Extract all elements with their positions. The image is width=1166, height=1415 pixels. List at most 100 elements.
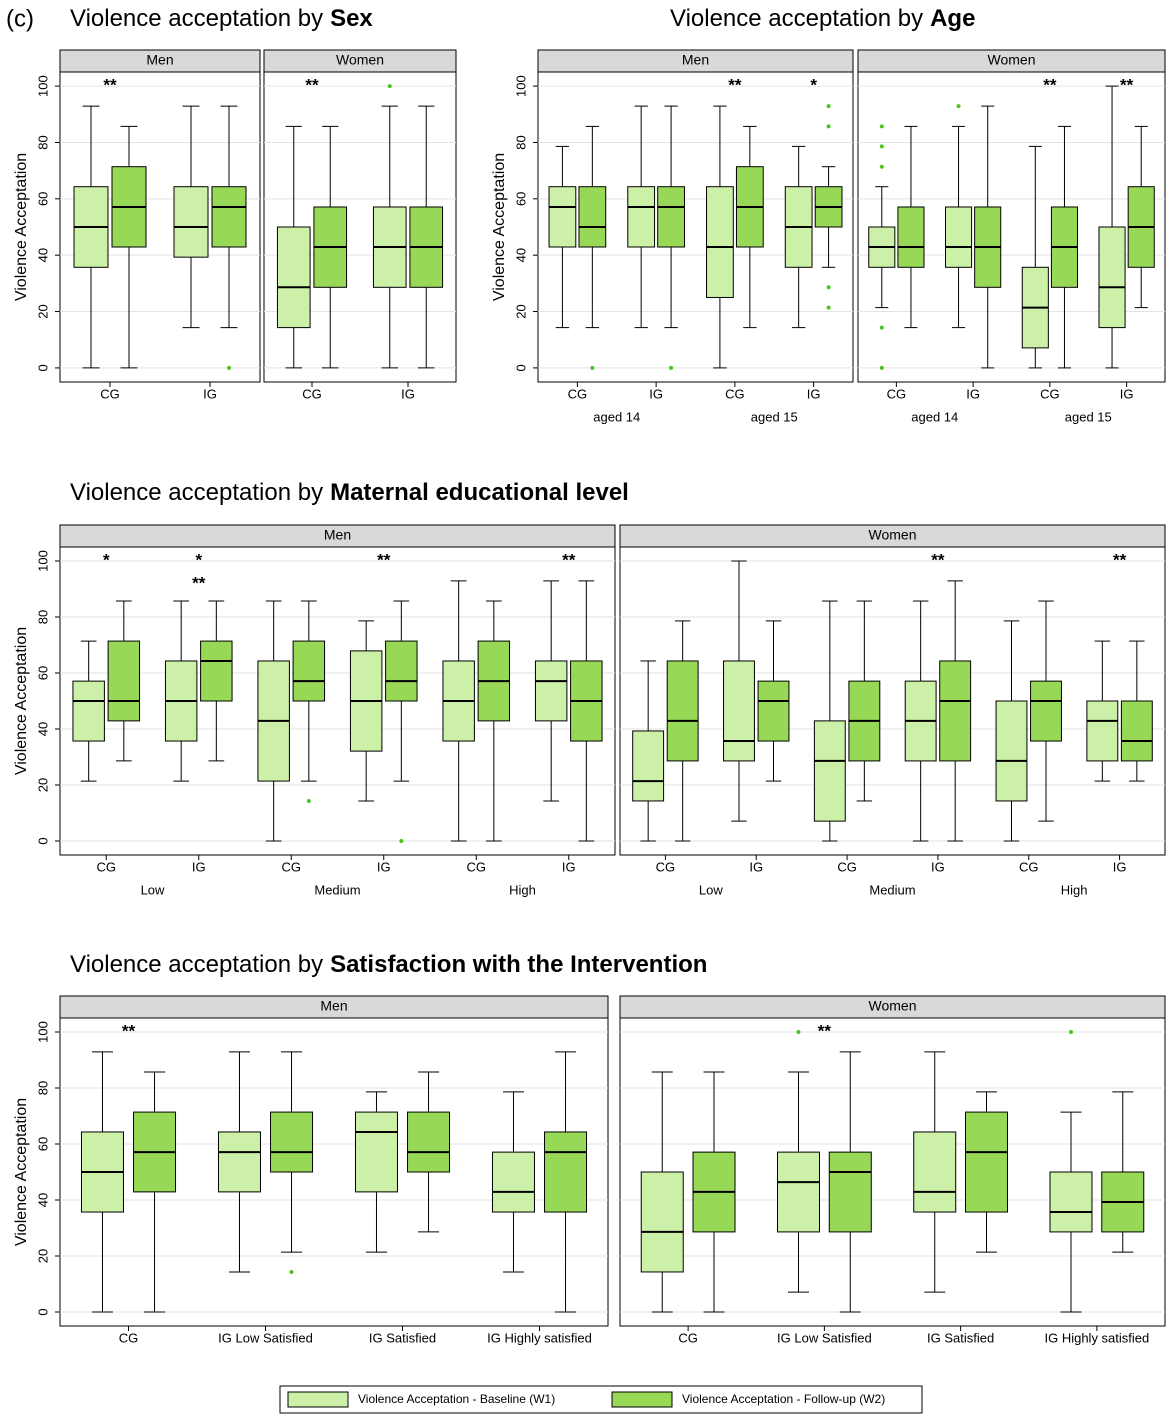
x-tick-label: IG <box>401 386 415 401</box>
box <box>828 1151 872 1233</box>
x-tick-label: IG Low Satisfied <box>777 1330 872 1345</box>
x-tick-label: CG <box>100 386 120 401</box>
plot-frame <box>619 546 1166 856</box>
x-tick-label: IG Satisfied <box>927 1330 994 1345</box>
group-label: aged 14 <box>911 409 958 424</box>
outlier <box>826 124 831 129</box>
y-tick-label: 80 <box>35 610 50 624</box>
chart-title: Violence acceptation by Satisfaction with… <box>70 951 707 978</box>
strip-label: Men <box>146 52 173 68</box>
strip-label: Men <box>324 527 351 543</box>
group-label: High <box>509 882 536 897</box>
legend-swatch <box>287 1391 349 1408</box>
group-label: aged 14 <box>593 409 640 424</box>
significance: ** <box>728 75 742 94</box>
group-label: Low <box>141 882 165 897</box>
chart-title: Violence acceptation by Sex <box>70 5 373 32</box>
box <box>1086 700 1119 762</box>
title-text: Violence acceptation by <box>70 479 323 506</box>
box <box>217 1131 261 1193</box>
box <box>107 640 141 722</box>
box <box>995 700 1028 802</box>
y-tick-label: 60 <box>35 192 50 206</box>
x-tick-label: CG <box>1019 859 1039 874</box>
x-tick-label: CG <box>678 1330 698 1345</box>
x-tick-label: IG <box>192 859 206 874</box>
x-tick-label: IG <box>1113 859 1127 874</box>
box <box>548 186 577 248</box>
panel-label: (c) <box>6 5 34 32</box>
y-tick-label: 20 <box>35 304 50 318</box>
x-tick-label: IG <box>1120 386 1134 401</box>
title-emphasis: Sex <box>330 5 373 32</box>
x-tick-label: CG <box>97 859 117 874</box>
legend-label: Violence Acceptation - Baseline (W1) <box>358 1392 555 1406</box>
box <box>292 640 326 702</box>
outlier <box>590 365 595 370</box>
significance: ** <box>931 550 945 569</box>
box <box>276 226 311 329</box>
box <box>776 1151 820 1233</box>
x-tick-label: IG Low Satisfied <box>218 1330 313 1345</box>
x-tick-label: CG <box>656 859 676 874</box>
title-text: Violence acceptation by <box>670 5 923 32</box>
strip-label: Women <box>869 527 917 543</box>
x-tick-label: IG <box>203 386 217 401</box>
y-tick-label: 0 <box>35 837 50 844</box>
x-tick-label: CG <box>302 386 322 401</box>
outlier <box>227 365 231 370</box>
box <box>407 1111 451 1173</box>
y-tick-label: 100 <box>513 75 528 97</box>
box <box>657 186 685 248</box>
plot-frame <box>59 546 616 856</box>
group-label: Medium <box>869 882 915 897</box>
y-tick-label: 40 <box>35 248 50 262</box>
significance: ** <box>122 1021 136 1040</box>
significance: ** <box>305 75 319 94</box>
box <box>1120 700 1153 762</box>
box <box>913 1131 957 1213</box>
x-tick-label: CG <box>568 386 588 401</box>
box <box>385 640 418 702</box>
box <box>757 680 790 742</box>
strip-label: Women <box>988 52 1036 68</box>
y-tick-label: 20 <box>513 304 528 318</box>
x-tick-label: IG <box>649 386 663 401</box>
title-text: Violence acceptation by <box>70 5 323 32</box>
box <box>627 186 656 248</box>
outlier <box>1068 1030 1073 1034</box>
box <box>354 1111 398 1193</box>
x-tick-label: CG <box>725 386 745 401</box>
outlier <box>669 365 674 370</box>
box <box>491 1151 535 1213</box>
strip-label: Men <box>682 52 709 68</box>
strip-label: Women <box>869 998 917 1014</box>
box <box>270 1111 314 1173</box>
chart-title: Violence acceptation by Maternal educatio… <box>70 479 629 506</box>
y-tick-label: 40 <box>513 248 528 262</box>
x-tick-label: IG <box>377 859 391 874</box>
outlier <box>879 144 884 149</box>
box <box>897 206 925 268</box>
group-label: Medium <box>314 882 360 897</box>
x-tick-label: IG Highly satisfied <box>487 1330 592 1345</box>
box <box>173 186 209 258</box>
legend-frame <box>279 1385 923 1414</box>
outlier <box>306 798 311 803</box>
x-tick-label: IG <box>966 386 980 401</box>
box <box>534 660 568 722</box>
x-tick-label: IG <box>749 859 763 874</box>
box <box>632 730 665 802</box>
outlier <box>399 839 404 843</box>
title-text: Violence acceptation by <box>70 951 323 978</box>
box <box>578 186 607 248</box>
significance: ** <box>1043 75 1057 94</box>
y-tick-label: 80 <box>513 135 528 149</box>
significance: ** <box>562 550 576 569</box>
y-tick-label: 100 <box>35 75 50 97</box>
box <box>211 186 247 248</box>
x-tick-label: CG <box>467 859 487 874</box>
box <box>666 660 699 762</box>
